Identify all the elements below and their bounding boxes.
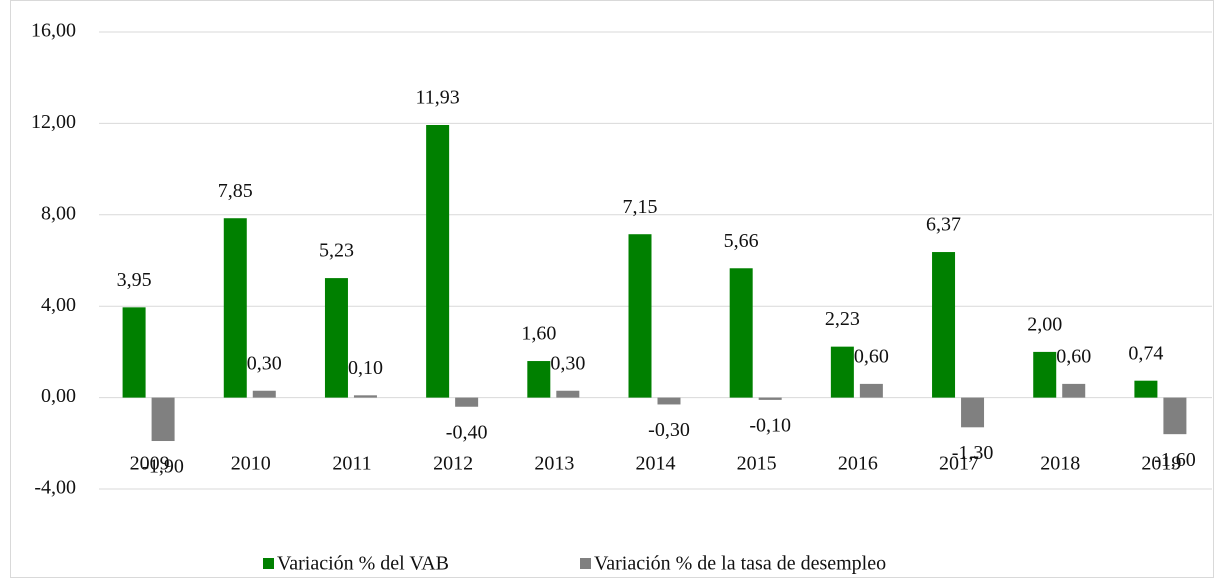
- data-label: -0,30: [648, 419, 690, 441]
- data-label: -1,30: [952, 442, 994, 464]
- x-tick-label: 2016: [838, 453, 878, 475]
- chart-frame: [10, 0, 1214, 578]
- y-tick-label: 8,00: [41, 202, 76, 224]
- data-label: -0,10: [749, 414, 791, 436]
- bar: [223, 218, 247, 398]
- x-tick-label: 2009: [130, 453, 170, 475]
- data-label: 2,23: [825, 308, 860, 330]
- x-tick-label: 2013: [534, 453, 574, 475]
- y-tick-label: 4,00: [41, 294, 76, 316]
- data-label: 0,60: [1056, 345, 1091, 367]
- x-tick-label: 2015: [737, 453, 777, 475]
- data-label: 0,60: [854, 345, 889, 367]
- bar: [455, 397, 479, 407]
- bar: [324, 278, 348, 398]
- data-label: -0,40: [446, 421, 488, 443]
- data-label: 7,85: [218, 180, 253, 202]
- y-tick-label: 16,00: [31, 20, 76, 42]
- data-label: -1,60: [1154, 449, 1196, 471]
- data-label: 7,15: [623, 196, 658, 218]
- x-tick-label: 2012: [433, 453, 473, 475]
- y-tick-label: 0,00: [41, 385, 76, 407]
- bar: [1062, 383, 1086, 398]
- legend-swatch: [580, 558, 591, 569]
- bar: [628, 234, 652, 398]
- legend-swatch: [263, 558, 274, 569]
- x-tick-label: 2011: [332, 453, 371, 475]
- bar: [1033, 351, 1057, 398]
- x-tick-label: 2010: [231, 453, 271, 475]
- bar: [527, 361, 551, 398]
- bar: [859, 383, 883, 398]
- x-tick-label: 2019: [1141, 453, 1181, 475]
- x-tick-label: 2018: [1040, 453, 1080, 475]
- data-label: 11,93: [416, 87, 460, 109]
- data-label: 0,10: [348, 357, 383, 379]
- bar: [729, 268, 753, 398]
- bar: [556, 390, 580, 398]
- bar: [1163, 397, 1187, 435]
- data-label: 5,23: [319, 240, 354, 262]
- bar: [151, 397, 175, 442]
- bar: [353, 395, 377, 398]
- data-label: 3,95: [117, 269, 152, 291]
- legend-label: Variación % de la tasa de desempleo: [594, 553, 886, 575]
- bar: [1134, 380, 1158, 398]
- bar: [758, 397, 782, 400]
- bar: [657, 397, 681, 405]
- x-tick-label: 2014: [636, 453, 676, 475]
- bar: [426, 124, 450, 398]
- y-tick-label: 12,00: [31, 111, 76, 133]
- data-label: -1,90: [142, 456, 184, 478]
- data-label: 1,60: [521, 323, 556, 345]
- legend-label: Variación % del VAB: [277, 553, 449, 575]
- y-tick-label: -4,00: [34, 477, 76, 499]
- data-label: 2,00: [1027, 313, 1062, 335]
- data-label: 5,66: [724, 230, 759, 252]
- data-label: 0,30: [550, 352, 585, 374]
- bar: [122, 307, 146, 398]
- bar: [830, 346, 854, 398]
- data-label: 0,30: [247, 352, 282, 374]
- data-label: 6,37: [926, 214, 961, 236]
- x-tick-label: 2017: [939, 453, 979, 475]
- bar: [252, 390, 276, 398]
- bar: [932, 252, 956, 398]
- bar: [961, 397, 985, 428]
- data-label: 0,74: [1128, 342, 1163, 364]
